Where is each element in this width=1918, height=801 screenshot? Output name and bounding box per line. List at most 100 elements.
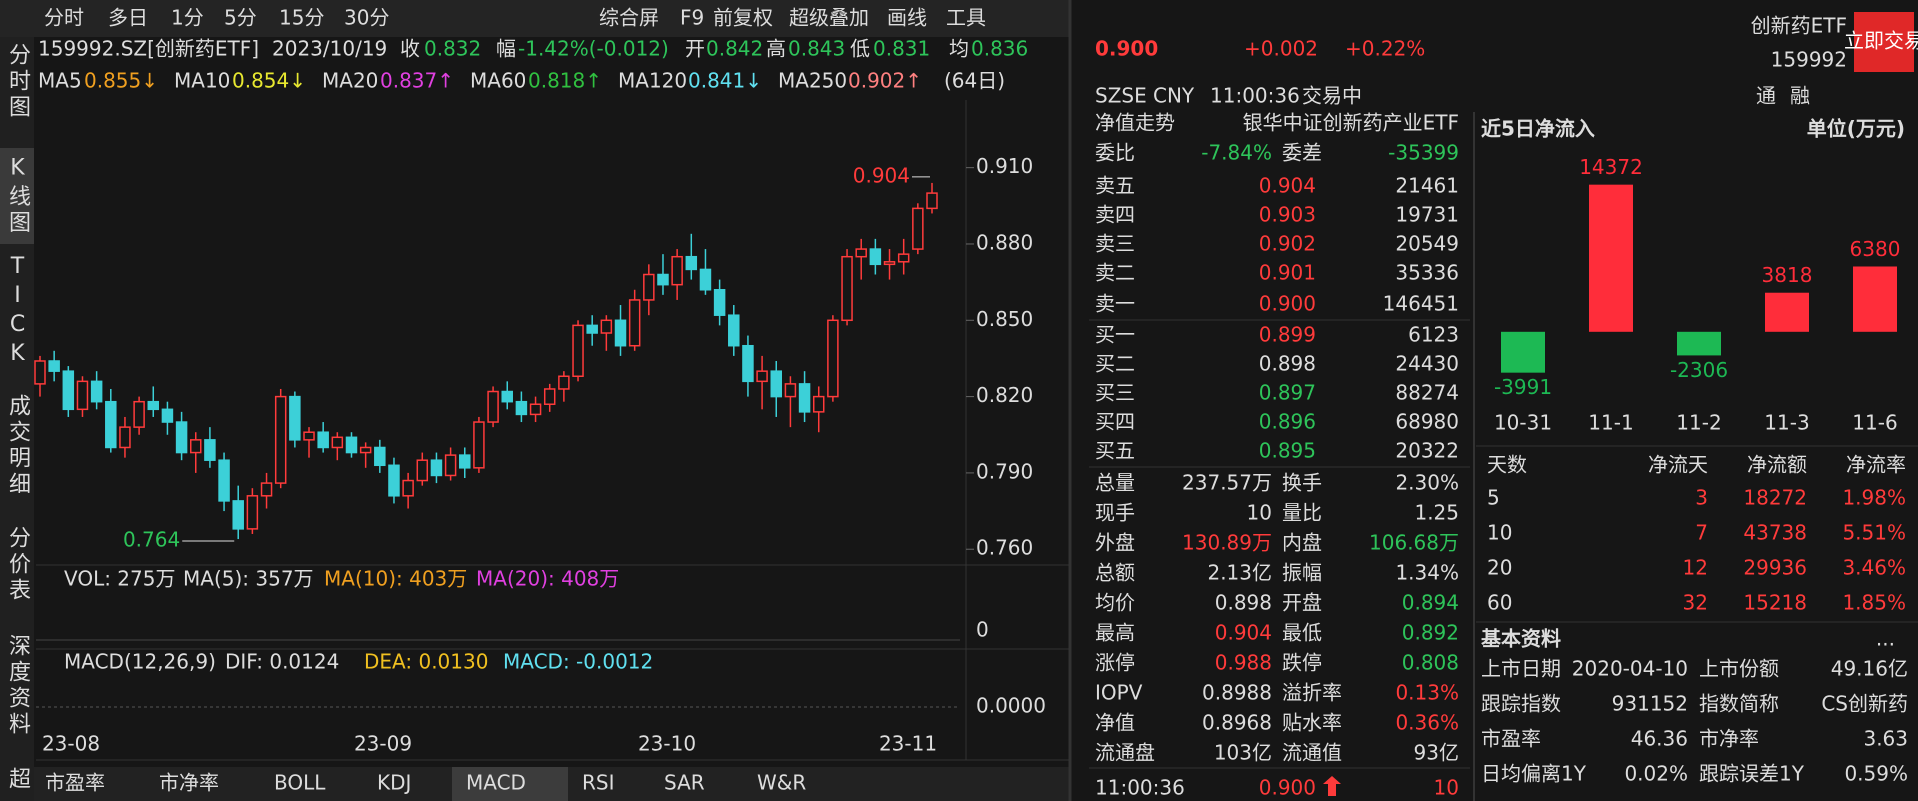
side-tab[interactable]: 深度资料 (5, 634, 31, 738)
bar-label: 3818 (1762, 263, 1813, 287)
candle-body (897, 253, 910, 263)
tool-button[interactable]: F9 (680, 6, 704, 30)
security-code: 159992 (1771, 48, 1847, 72)
bottom-tab[interactable]: SAR (664, 771, 705, 795)
bottom-tab[interactable]: W&R (757, 771, 806, 795)
tick-arrow (1323, 776, 1341, 796)
more[interactable]: ... (1876, 627, 1895, 651)
candle-body (798, 383, 811, 413)
book-cell: 68980 (1395, 410, 1459, 434)
book-cell: 买一 (1095, 323, 1135, 347)
period-tab[interactable]: 多日 (108, 6, 148, 30)
ma-value: 0.818↑ (528, 69, 602, 93)
book-cell: 0.896 (1259, 410, 1316, 434)
period-label: (64日) (944, 69, 1005, 93)
bar (1853, 266, 1897, 332)
candle-body (133, 400, 145, 428)
book-cell: 0.8968 (1202, 711, 1272, 735)
info-text: 开 (685, 37, 705, 61)
book-cell: 0.903 (1259, 203, 1316, 227)
y-tick-label: 0.760 (976, 536, 1033, 560)
book-cell: 0.894 (1402, 591, 1459, 615)
side-tab[interactable]: 分价表 (5, 526, 31, 604)
book-cell: 2.30% (1395, 471, 1459, 495)
tool-button[interactable]: 综合屏 (599, 6, 659, 30)
candle-body (756, 370, 768, 383)
period-tab[interactable]: 5分 (224, 6, 257, 30)
bottom-tab[interactable]: BOLL (274, 771, 326, 795)
bar-label: 14372 (1579, 155, 1643, 179)
book-cell: 93亿 (1414, 741, 1459, 765)
bar (1501, 331, 1545, 373)
macd-legend: DIF: 0.0124 (225, 650, 339, 674)
tool-button[interactable]: 工具 (946, 6, 986, 30)
candle-body (161, 408, 174, 423)
book-cell: 振幅 (1282, 561, 1322, 585)
trade-button-text[interactable]: 立即交易 (1844, 29, 1918, 53)
table-cell: 43738 (1743, 521, 1807, 545)
bottom-tab[interactable]: KDJ (377, 771, 411, 795)
candle-body (402, 479, 414, 497)
period-tab[interactable]: 1分 (171, 6, 204, 30)
table-cell: 15218 (1743, 591, 1807, 615)
book-cell: IOPV (1095, 681, 1143, 705)
y-tick-label: 0.880 (976, 230, 1033, 254)
bottom-tab[interactable]: RSI (582, 771, 615, 795)
trade-button[interactable] (1854, 12, 1914, 72)
info-text: 2023/10/19 (272, 37, 387, 61)
book-cell: 0.895 (1259, 439, 1316, 463)
side-tab[interactable]: TICK (5, 254, 30, 370)
side-tab[interactable]: 分时图 (5, 43, 31, 121)
x-tick-label: 23-11 (879, 732, 937, 756)
book-cell: 0.899 (1259, 323, 1316, 347)
y-tick-label: 0.790 (976, 459, 1033, 483)
candle-body (543, 388, 556, 405)
y-tick-label: 0.820 (976, 383, 1033, 407)
book-cell: 0.02% (1624, 762, 1688, 786)
book-cell: 跌停 (1282, 651, 1322, 675)
book-cell: 6123 (1408, 323, 1459, 347)
side-tab[interactable]: K线图 (5, 156, 30, 237)
table-header: 净流额 (1747, 453, 1807, 477)
book-cell: 内盘 (1282, 531, 1322, 555)
candle-body (869, 248, 882, 266)
x-tick-label: 23-08 (42, 732, 100, 756)
book-cell: 19731 (1395, 203, 1459, 227)
candle-body (218, 459, 230, 502)
period-tab[interactable]: 30分 (344, 6, 389, 30)
info-text: 收 (400, 37, 420, 61)
side-tab[interactable]: 成交明细 (5, 394, 31, 498)
book-cell: 卖二 (1095, 261, 1135, 285)
ma-name: MA120 (618, 69, 687, 93)
table-cell: 3 (1695, 486, 1708, 510)
info-text: -1.42%(-0.012) (518, 37, 669, 61)
candle-body (770, 370, 783, 398)
price: 0.900 (1095, 37, 1158, 61)
period-tab[interactable]: 分时 (44, 6, 84, 30)
macd-legend: DEA: 0.0130 (364, 650, 488, 674)
side-tab[interactable]: 超 (5, 767, 31, 793)
period-tab[interactable]: 15分 (279, 6, 324, 30)
book-cell: 1.34% (1395, 561, 1459, 585)
bottom-tab[interactable]: 市净率 (159, 771, 219, 795)
bottom-tab[interactable]: MACD (466, 771, 526, 795)
flag: 融 (1790, 84, 1810, 108)
candle-body (883, 261, 896, 266)
macd-legend: MACD: -0.0012 (503, 650, 653, 674)
tool-button[interactable]: 画线 (887, 6, 927, 30)
tool-button[interactable]: 前复权 (713, 6, 773, 30)
book-cell: 0.900 (1259, 292, 1316, 316)
tool-button[interactable]: 超级叠加 (789, 6, 869, 30)
book-cell: 2.13亿 (1207, 561, 1272, 585)
candle-body (515, 400, 528, 416)
bar-label: 6380 (1850, 237, 1901, 261)
book-cell: 日均偏离1Y (1481, 762, 1587, 786)
book-cell: 130.89万 (1182, 531, 1272, 555)
candle-body (572, 324, 584, 378)
quote-meta: CNY (1153, 84, 1195, 108)
y-tick-label: 0 (976, 618, 989, 642)
bottom-tab[interactable]: 市盈率 (45, 771, 105, 795)
book-cell: 涨停 (1095, 651, 1135, 675)
ma-name: MA60 (470, 69, 526, 93)
book-cell: 0.36% (1395, 711, 1459, 735)
